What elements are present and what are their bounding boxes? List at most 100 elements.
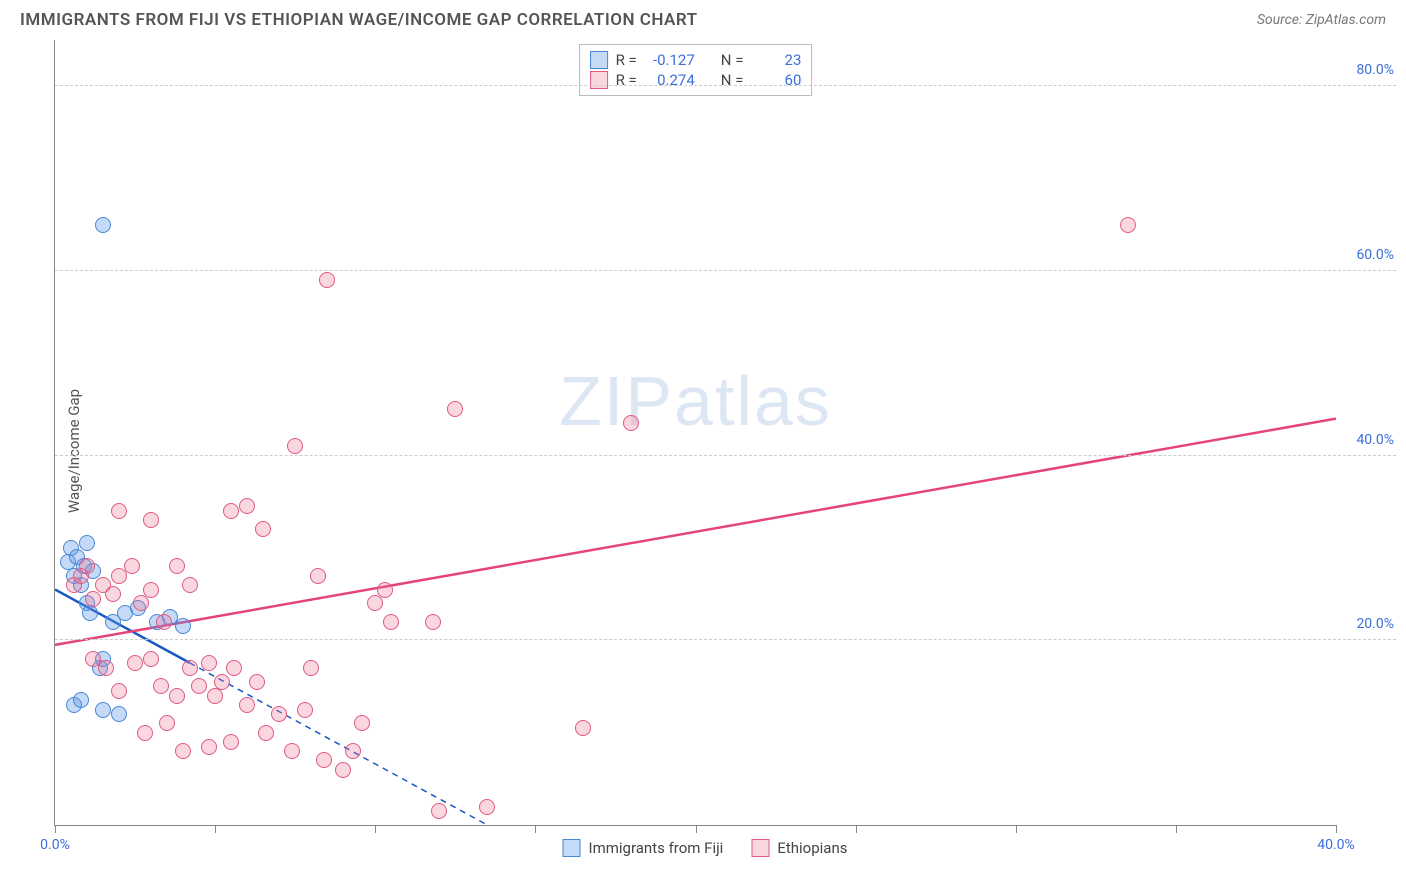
scatter-point	[223, 734, 239, 750]
scatter-point	[383, 614, 399, 630]
scatter-point	[303, 660, 319, 676]
stats-row: R = -0.127 N = 23	[590, 51, 802, 69]
gridline-h	[55, 639, 1396, 640]
scatter-point	[73, 692, 89, 708]
scatter-point	[258, 725, 274, 741]
scatter-point	[345, 743, 361, 759]
scatter-point	[82, 605, 98, 621]
scatter-point	[156, 614, 172, 630]
scatter-point	[175, 743, 191, 759]
x-tick	[856, 825, 857, 833]
y-tick-label: 40.0%	[1356, 432, 1394, 448]
scatter-point	[191, 678, 207, 694]
scatter-point	[316, 752, 332, 768]
scatter-point	[79, 535, 95, 551]
y-tick-label: 20.0%	[1356, 616, 1394, 632]
scatter-point	[354, 715, 370, 731]
scatter-point	[153, 678, 169, 694]
x-tick	[696, 825, 697, 833]
r-label: R =	[616, 71, 637, 89]
scatter-point	[207, 688, 223, 704]
scatter-point	[133, 595, 149, 611]
scatter-point	[169, 558, 185, 574]
scatter-point	[226, 660, 242, 676]
scatter-point	[223, 503, 239, 519]
n-value: 60	[751, 71, 801, 89]
x-tick	[1016, 825, 1017, 833]
scatter-point	[159, 715, 175, 731]
r-label: R =	[616, 51, 637, 69]
legend-item: Ethiopians	[751, 839, 847, 857]
x-tick-label: 0.0%	[40, 837, 70, 853]
scatter-point	[85, 591, 101, 607]
source-label: Source:	[1257, 12, 1306, 28]
legend-swatch	[590, 71, 608, 89]
scatter-point	[169, 688, 185, 704]
legend-label: Immigrants from Fiji	[589, 839, 724, 857]
watermark-part-b: atlas	[674, 362, 832, 440]
x-tick	[1336, 825, 1337, 833]
scatter-point	[105, 586, 121, 602]
gridline-h	[55, 455, 1396, 456]
n-value: 23	[751, 51, 801, 69]
scatter-point	[249, 674, 265, 690]
gridline-h	[55, 270, 1396, 271]
scatter-point	[255, 521, 271, 537]
scatter-point	[239, 697, 255, 713]
watermark: ZIPatlas	[559, 361, 832, 441]
scatter-point	[111, 706, 127, 722]
scatter-point	[143, 651, 159, 667]
scatter-point	[95, 702, 111, 718]
scatter-point	[271, 706, 287, 722]
legend-swatch	[751, 839, 769, 857]
n-label: N =	[721, 51, 744, 69]
scatter-point	[310, 568, 326, 584]
bottom-legend: Immigrants from Fiji Ethiopians	[563, 839, 848, 857]
source-name: ZipAtlas.com	[1306, 12, 1386, 28]
scatter-point	[143, 512, 159, 528]
scatter-point	[425, 614, 441, 630]
scatter-point	[575, 720, 591, 736]
scatter-point	[367, 595, 383, 611]
scatter-point	[479, 799, 495, 815]
r-value: 0.274	[645, 71, 695, 89]
scatter-point	[284, 743, 300, 759]
r-value: -0.127	[645, 51, 695, 69]
scatter-point	[111, 683, 127, 699]
gridline-h	[55, 85, 1396, 86]
chart-container: Wage/Income Gap ZIPatlas R =-0.127N =23R…	[14, 40, 1396, 862]
scatter-point	[182, 660, 198, 676]
scatter-point	[111, 503, 127, 519]
scatter-point	[95, 217, 111, 233]
x-tick	[1176, 825, 1177, 833]
scatter-point	[137, 725, 153, 741]
stats-row: R = 0.274 N = 60	[590, 71, 802, 89]
legend-item: Immigrants from Fiji	[563, 839, 724, 857]
scatter-point	[623, 415, 639, 431]
scatter-point	[182, 577, 198, 593]
chart-title: IMMIGRANTS FROM FIJI VS ETHIOPIAN WAGE/I…	[20, 10, 698, 30]
trendline-solid	[55, 419, 1336, 645]
x-tick	[535, 825, 536, 833]
scatter-point	[335, 762, 351, 778]
x-tick	[375, 825, 376, 833]
scatter-point	[297, 702, 313, 718]
scatter-point	[1120, 217, 1136, 233]
legend-swatch	[563, 839, 581, 857]
plot-area: ZIPatlas R =-0.127N =23R =0.274N =60 20.…	[54, 40, 1336, 826]
y-tick-label: 80.0%	[1356, 62, 1394, 78]
scatter-point	[127, 655, 143, 671]
scatter-point	[239, 498, 255, 514]
x-tick	[215, 825, 216, 833]
y-tick-label: 60.0%	[1356, 247, 1394, 263]
scatter-point	[79, 558, 95, 574]
correlation-stats-box: R = -0.127 N = 23 R = 0.274 N = 60	[579, 44, 813, 96]
scatter-point	[98, 660, 114, 676]
legend-swatch	[590, 51, 608, 69]
scatter-point	[201, 655, 217, 671]
scatter-point	[319, 272, 335, 288]
scatter-point	[214, 674, 230, 690]
scatter-point	[447, 401, 463, 417]
scatter-point	[377, 582, 393, 598]
n-label: N =	[721, 71, 744, 89]
